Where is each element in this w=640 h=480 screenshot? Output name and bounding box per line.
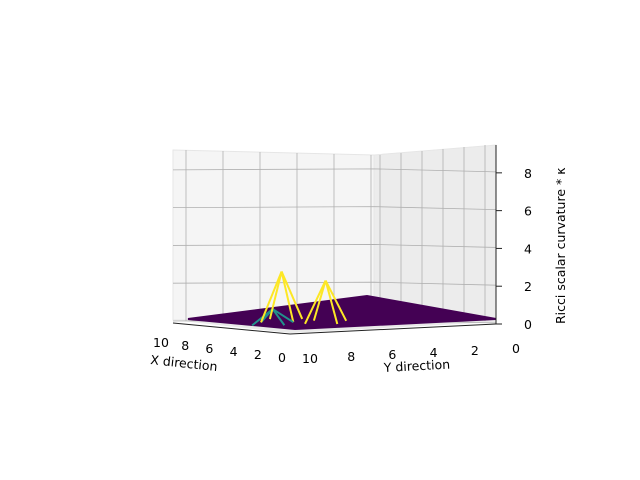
y-tick-label: 6 <box>388 347 396 362</box>
surface-edge <box>324 280 348 322</box>
x-axis-line <box>172 322 291 335</box>
left-pane <box>172 149 375 321</box>
x-tick-label: 4 <box>230 344 238 359</box>
x-axis-label: X direction <box>150 352 219 374</box>
z-tick-label: 8 <box>524 166 532 181</box>
z-gridline <box>172 244 497 248</box>
z-gridline <box>172 281 497 286</box>
x-ticks: 10 8 6 4 2 0 <box>153 335 286 365</box>
z-tick-label: 4 <box>524 241 532 256</box>
x-tick-label: 6 <box>205 341 213 356</box>
surface-edge <box>271 308 286 326</box>
surface-edge <box>280 271 304 320</box>
surface-edge <box>304 280 327 325</box>
y-tick-label: 10 <box>302 351 318 366</box>
surface-edge <box>268 271 283 320</box>
x-tick-label: 8 <box>181 338 189 353</box>
y-tick-label: 8 <box>347 349 355 364</box>
surface-edge <box>260 271 283 323</box>
z-tick-label: 2 <box>524 279 532 294</box>
z-tick-label: 6 <box>524 204 532 219</box>
surface-edge <box>272 308 294 324</box>
surface-edge <box>280 271 295 323</box>
y-axis-label: Y direction <box>382 357 450 376</box>
y-tick-label: 4 <box>430 345 438 360</box>
x-tick-label: 0 <box>278 350 286 365</box>
surface-edge <box>312 280 327 321</box>
z-tick-label: 0 <box>524 317 532 332</box>
surface-edge <box>324 280 339 325</box>
z-gridline <box>172 168 497 173</box>
y-tick-label: 0 <box>512 341 520 356</box>
y-tick-label: 2 <box>471 343 479 358</box>
y-axis-line <box>289 323 497 335</box>
y-ticks: 10 8 6 4 2 0 <box>302 341 520 366</box>
x-tick-label: 2 <box>254 347 262 362</box>
x-tick-label: 10 <box>153 335 169 350</box>
z-axis-label: Ricci scalar curvature * κ <box>553 167 568 324</box>
axis-lines <box>172 145 497 335</box>
grid-lines <box>172 145 497 324</box>
z-ticks: 0 2 4 6 8 <box>496 166 532 332</box>
z-gridline <box>172 206 497 211</box>
